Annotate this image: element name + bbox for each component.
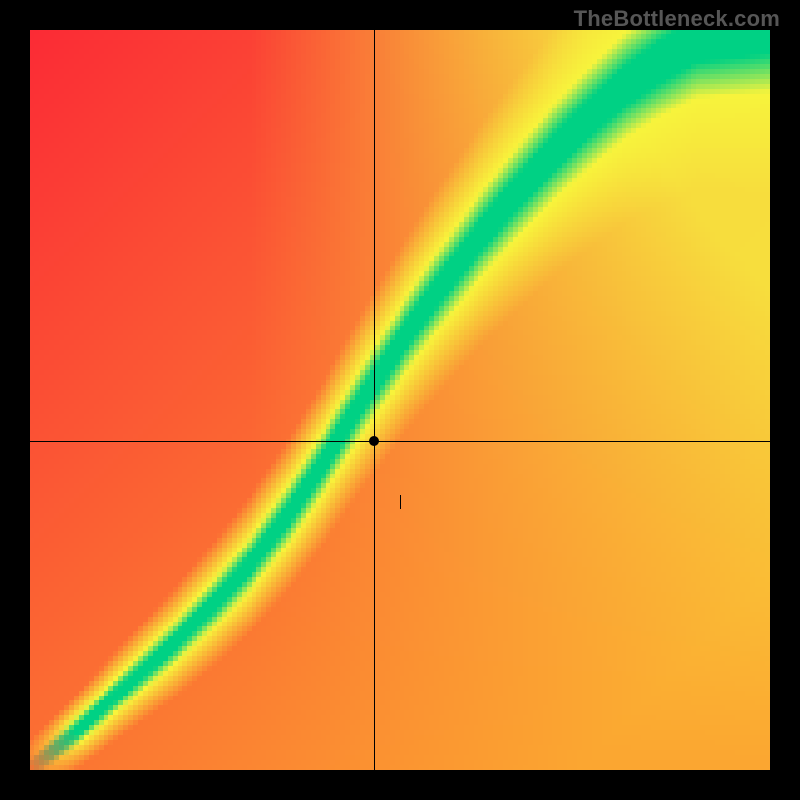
bottleneck-heatmap [30,30,770,770]
crosshair-vertical [374,30,375,770]
marker-dot [369,436,379,446]
tick-mark [400,495,401,509]
chart-container: TheBottleneck.com [0,0,800,800]
crosshair-horizontal [30,441,770,442]
watermark-text: TheBottleneck.com [574,6,780,32]
